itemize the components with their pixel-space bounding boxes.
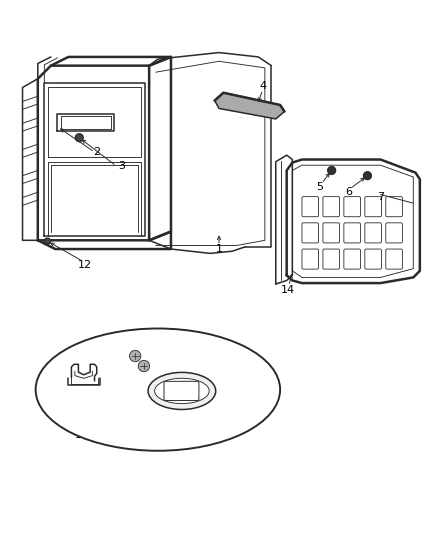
Circle shape xyxy=(44,238,50,244)
Ellipse shape xyxy=(155,378,209,403)
Circle shape xyxy=(328,166,336,174)
Text: 4: 4 xyxy=(259,81,266,91)
Text: 2: 2 xyxy=(93,147,100,157)
Circle shape xyxy=(75,134,83,142)
Circle shape xyxy=(130,350,141,362)
Circle shape xyxy=(364,172,371,180)
Text: 12: 12 xyxy=(78,260,92,270)
Polygon shape xyxy=(215,93,285,119)
Text: 5: 5 xyxy=(316,182,323,191)
FancyBboxPatch shape xyxy=(164,381,199,400)
Ellipse shape xyxy=(148,373,216,409)
Ellipse shape xyxy=(35,328,280,451)
Text: 7: 7 xyxy=(377,192,384,201)
Circle shape xyxy=(138,360,150,372)
Text: 9: 9 xyxy=(168,431,175,441)
Text: 1: 1 xyxy=(215,244,223,254)
Text: 3: 3 xyxy=(119,161,126,171)
Text: 10: 10 xyxy=(74,430,88,440)
Text: 11: 11 xyxy=(186,342,200,352)
Text: 14: 14 xyxy=(281,285,295,295)
Text: 6: 6 xyxy=(345,187,352,197)
